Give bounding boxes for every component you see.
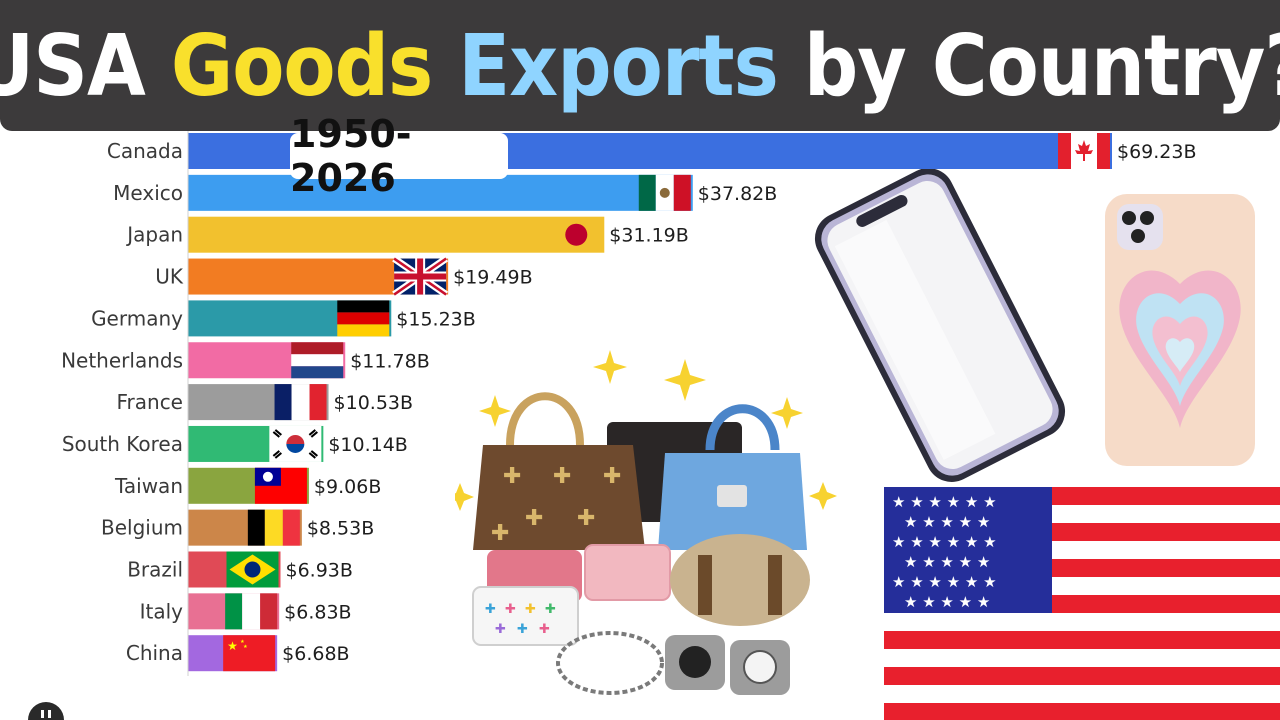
brazil-flag-icon [226, 551, 279, 588]
svg-text:★ ★ ★ ★ ★: ★ ★ ★ ★ ★ [904, 553, 990, 571]
smartphone-icon [814, 168, 1066, 482]
uk-flag-icon [392, 255, 449, 298]
svg-text:✚: ✚ [525, 506, 543, 531]
phone-case-icon [1105, 194, 1255, 466]
svg-text:✚: ✚ [505, 602, 516, 617]
value-label: $8.53B [307, 518, 374, 540]
value-label: $37.82B [698, 183, 778, 205]
value-label: $6.68B [282, 643, 349, 665]
category-label: UK [155, 265, 184, 289]
category-label: Japan [125, 223, 183, 247]
svg-text:✚: ✚ [577, 506, 595, 531]
title-word-by: by [803, 15, 907, 115]
category-label: Taiwan [114, 474, 183, 498]
svg-text:★: ★ [240, 639, 245, 645]
svg-text:✚: ✚ [603, 464, 621, 489]
category-label: Belgium [101, 516, 183, 540]
japan-flag-icon [565, 223, 588, 246]
svg-text:✚: ✚ [545, 602, 556, 617]
avatar-icon [28, 702, 64, 720]
mexico-flag-icon [638, 174, 691, 211]
svg-text:★: ★ [243, 644, 248, 650]
usa-flag-icon: ★ ★ ★ ★ ★ ★ ★ ★ ★ ★ ★ ★ ★ ★ ★ ★ ★ ★ ★ ★ … [884, 487, 1280, 720]
svg-text:★: ★ [227, 639, 238, 653]
svg-text:✚: ✚ [485, 602, 496, 617]
svg-text:✚: ✚ [491, 521, 509, 546]
belgium-flag-icon [247, 509, 300, 546]
year-badge: 1950-2026 [290, 112, 508, 200]
china-flag-icon: ★ ★★ [223, 635, 276, 672]
bar-japan [188, 216, 605, 253]
svg-text:★ ★ ★ ★ ★: ★ ★ ★ ★ ★ [904, 513, 990, 531]
svg-text:★ ★ ★ ★ ★ ★: ★ ★ ★ ★ ★ ★ [892, 533, 997, 551]
value-label: $19.49B [453, 267, 533, 289]
value-label: $9.06B [314, 476, 381, 498]
category-label: Canada [107, 139, 183, 163]
category-label: Italy [140, 599, 184, 623]
svg-text:✚: ✚ [525, 602, 536, 617]
svg-text:✚: ✚ [503, 464, 521, 489]
category-label: Brazil [127, 558, 183, 582]
svg-text:★ ★ ★ ★ ★ ★: ★ ★ ★ ★ ★ ★ [892, 493, 997, 511]
svg-text:★ ★ ★ ★ ★: ★ ★ ★ ★ ★ [904, 593, 990, 611]
value-label: $69.23B [1117, 141, 1197, 163]
category-label: France [116, 390, 183, 414]
taiwan-flag-icon [254, 467, 307, 504]
category-label: South Korea [62, 432, 183, 456]
svg-text:★ ★ ★ ★ ★ ★: ★ ★ ★ ★ ★ ★ [892, 573, 997, 591]
value-label: $6.93B [285, 560, 352, 582]
value-label: $31.19B [609, 225, 689, 247]
germany-flag-icon [337, 300, 390, 337]
france-flag-icon [274, 384, 327, 421]
title-word-exports: Exports [458, 15, 779, 115]
value-label: $15.23B [396, 308, 476, 330]
canada-flag-icon [1058, 133, 1110, 169]
netherlands-flag-icon [291, 342, 344, 379]
title-word-goods: Goods [170, 15, 433, 115]
category-label: Germany [91, 306, 183, 330]
value-label: $10.53B [334, 392, 414, 414]
title-word-usa: USA [0, 15, 146, 115]
handbags-icon: ✚ ✚ ✚ ✚ ✚✚ ✚ ✚ ✚ ✚✚ ✚ ✚ [455, 350, 837, 695]
value-label: $11.78B [350, 350, 430, 372]
title-word-country: Country? [931, 15, 1280, 115]
svg-text:✚: ✚ [553, 464, 571, 489]
category-label: Netherlands [61, 348, 183, 372]
value-label: $6.83B [284, 601, 351, 623]
category-label: Mexico [113, 181, 183, 205]
svg-text:✚: ✚ [539, 622, 550, 637]
bar-mexico [188, 174, 693, 211]
italy-flag-icon [225, 593, 278, 630]
south-korea-flag-icon [269, 425, 322, 462]
value-label: $10.14B [328, 434, 408, 456]
svg-text:✚: ✚ [517, 622, 528, 637]
svg-text:✚: ✚ [495, 622, 506, 637]
title-bar: USA Goods Exports by Country? [0, 0, 1280, 131]
category-label: China [126, 641, 183, 665]
